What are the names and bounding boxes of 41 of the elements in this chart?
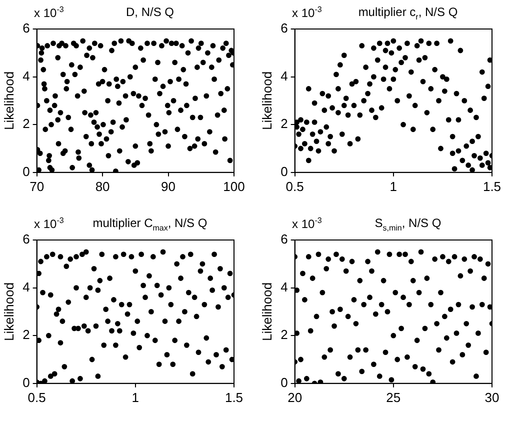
y-tick-label: 2 xyxy=(22,327,30,342)
x-tick-label: 70 xyxy=(30,178,44,194)
chart-title: multiplier c$_{r}$, N/S Q xyxy=(358,5,458,22)
text: x 10$^{-3}$ xyxy=(34,216,64,231)
x-tick-label: 1 xyxy=(132,390,140,405)
x-tick-label: 1.5 xyxy=(482,178,502,194)
x-tick-label: 0.5 xyxy=(286,178,304,194)
y-tick-label: 4 xyxy=(280,279,288,294)
y-tick-label: 6 xyxy=(280,20,288,36)
x-tick-label: 80 xyxy=(95,178,110,194)
y-tick-label: 6 xyxy=(22,20,30,36)
x-tick-label: 90 xyxy=(161,178,176,194)
y-tick-label: 0 xyxy=(280,164,288,179)
x-tick-label: 100 xyxy=(223,178,245,194)
y-tick-label: 4 xyxy=(280,68,288,84)
y-tick-label: 0 xyxy=(22,164,30,179)
y-axis-title: Likelihood xyxy=(1,282,16,341)
y-axis-title: Likelihood xyxy=(259,71,274,130)
y-tick-label: 6 xyxy=(280,232,288,247)
x-tick-label: 30 xyxy=(484,390,500,405)
y-tick-label: 4 xyxy=(22,68,30,84)
x-tick-label: 25 xyxy=(386,390,401,405)
y-tick-label: 0 xyxy=(280,374,288,390)
y-tick-label: 4 xyxy=(22,279,30,294)
x-tick-label: 0.5 xyxy=(28,390,46,405)
x-tick-label: 1 xyxy=(390,178,398,194)
x-tick-label: 20 xyxy=(288,390,302,405)
y-tick-label: 2 xyxy=(280,327,288,342)
y-tick-label: 6 xyxy=(22,232,30,247)
x-tick-label: 1.5 xyxy=(224,390,244,405)
y-axis-title: Likelihood xyxy=(259,282,274,341)
chart-title: S$_{s,min}$, N/S Q xyxy=(374,216,442,232)
chart-title: D, N/S Q xyxy=(126,5,174,19)
y-tick-label: 0 xyxy=(22,374,30,390)
text: x 10$^{-3}$ xyxy=(292,216,322,231)
text: x 10$^{-3}$ xyxy=(34,5,64,20)
text: x 10$^{-3}$ xyxy=(292,5,322,20)
y-tick-label: 2 xyxy=(280,116,288,132)
y-tick-label: 2 xyxy=(22,116,30,132)
chart-title: multiplier C$_{max}$, N/S Q xyxy=(92,216,208,232)
y-axis-title: Likelihood xyxy=(1,71,16,130)
